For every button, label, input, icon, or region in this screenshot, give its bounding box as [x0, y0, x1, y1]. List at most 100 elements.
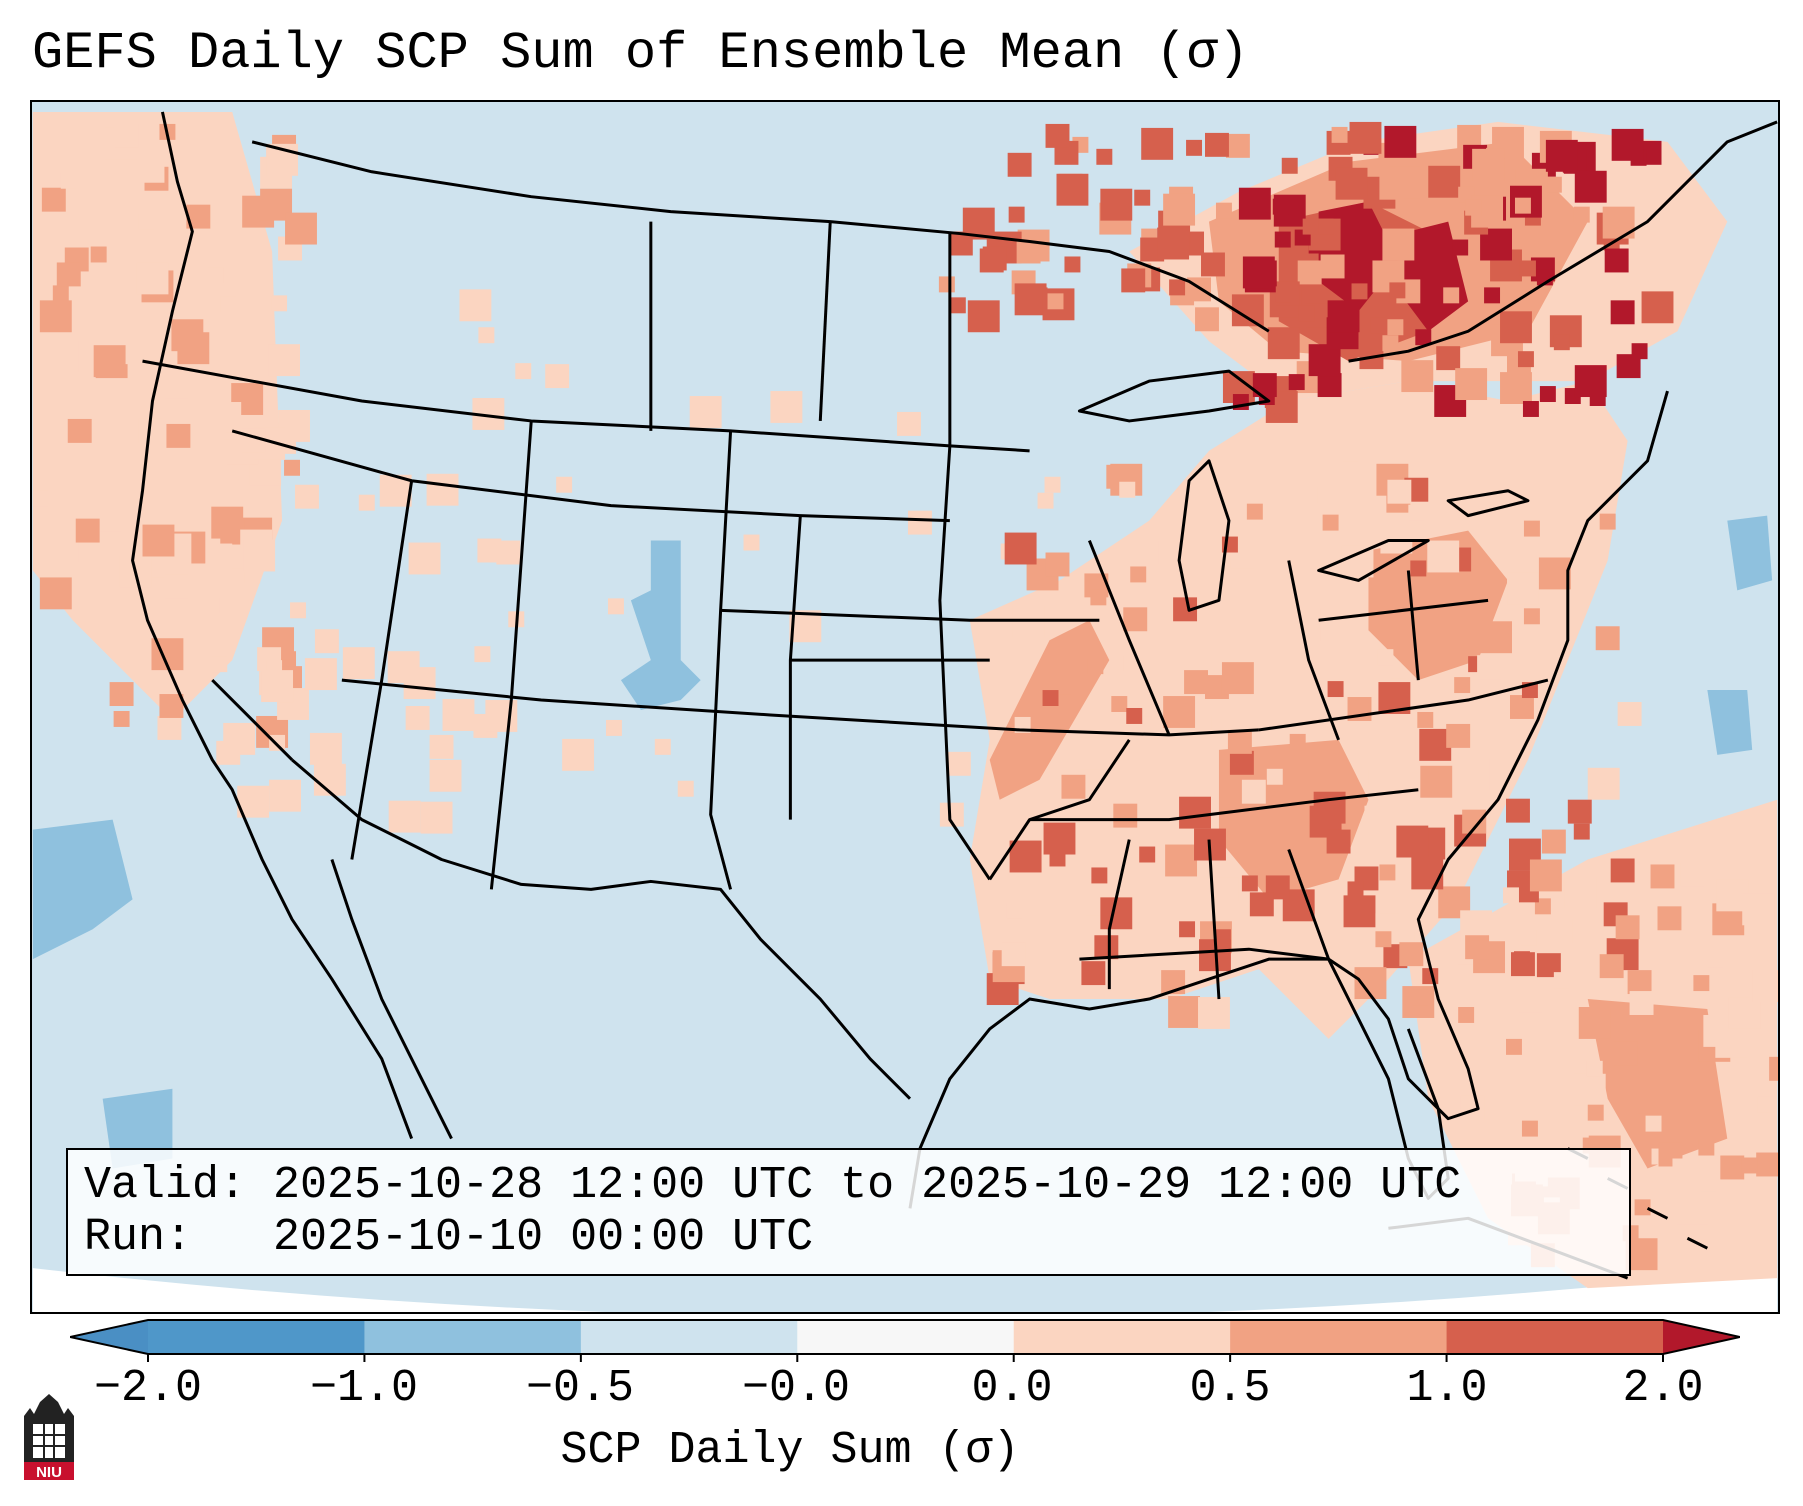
- scp-cell: [1343, 895, 1376, 928]
- canada-max-2: [1398, 221, 1469, 332]
- scp-cell: [1368, 769, 1385, 786]
- scp-cell: [1573, 823, 1590, 840]
- scp-cell: [41, 187, 66, 212]
- scp-cell: [949, 297, 966, 314]
- scp-cell: [46, 340, 79, 373]
- scp-cell: [1462, 809, 1487, 834]
- scp-cell: [1465, 935, 1490, 960]
- scp-cell: [1573, 206, 1590, 223]
- scp-cell: [136, 262, 169, 295]
- scp-cell: [1007, 152, 1032, 177]
- colorbar-extend-low: [70, 1320, 148, 1354]
- scp-cell: [1238, 187, 1271, 220]
- chart-title: GEFS Daily SCP Sum of Ensemble Mean (σ): [32, 24, 1249, 83]
- scp-cell: [268, 344, 300, 377]
- scp-cell: [1769, 1056, 1778, 1081]
- atlantic-negative-patch-2: [1707, 690, 1753, 755]
- scp-cell: [1184, 670, 1208, 695]
- scp-cell: [1111, 696, 1128, 712]
- scp-cell: [243, 539, 276, 572]
- scp-cell: [1047, 293, 1064, 310]
- scp-cell: [770, 391, 803, 423]
- scp-cell: [1179, 921, 1196, 938]
- scp-cell: [1198, 997, 1230, 1029]
- scp-cell: [515, 363, 532, 380]
- scp-cell: [52, 285, 69, 302]
- scp-cell: [39, 300, 72, 333]
- state-line-4: [211, 679, 294, 761]
- scp-cell: [1351, 283, 1368, 300]
- scp-cell: [1298, 305, 1315, 322]
- scp-cell: [1396, 825, 1429, 858]
- scp-cell: [1707, 967, 1724, 984]
- colorbar-bin: [580, 1320, 798, 1354]
- scp-cell: [114, 123, 139, 148]
- scp-cell: [1553, 334, 1570, 351]
- scp-cell: [285, 212, 317, 245]
- scp-cell: [1045, 123, 1070, 148]
- negative-field: [32, 515, 1773, 1169]
- scp-cell: [46, 530, 79, 563]
- scp-cell: [1411, 857, 1444, 890]
- scp-cell: [605, 719, 622, 736]
- scp-cell: [1044, 476, 1061, 493]
- scp-cell: [1281, 157, 1298, 174]
- scp-cell: [1480, 621, 1512, 654]
- state-line-23: [1258, 678, 1549, 732]
- scp-cell: [314, 629, 339, 654]
- state-line-25: [988, 739, 1131, 881]
- scp-cell: [1408, 504, 1425, 521]
- scp-cell: [388, 800, 421, 833]
- scp-cell: [1009, 840, 1042, 873]
- scp-cell: [1452, 239, 1469, 256]
- scp-cell: [545, 364, 570, 389]
- scp-cell: [1657, 906, 1682, 931]
- scp-cell: [1610, 300, 1635, 325]
- scp-cell: [1045, 552, 1070, 577]
- scp-cell: [1417, 711, 1434, 728]
- scp-cell: [309, 732, 342, 765]
- scp-cell: [1119, 481, 1136, 498]
- scp-cell: [1401, 360, 1434, 393]
- scp-cell: [1016, 239, 1041, 264]
- scp-cell: [478, 327, 495, 344]
- scp-cell: [1382, 335, 1399, 352]
- scp-cell: [1506, 1038, 1522, 1055]
- scp-cell: [405, 706, 430, 730]
- scp-cell: [1004, 532, 1037, 565]
- state-line-24: [1079, 947, 1329, 961]
- scp-cell: [1241, 875, 1258, 892]
- scp-cell: [166, 423, 191, 448]
- scp-cell: [1056, 173, 1089, 206]
- scp-cell: [1573, 1073, 1606, 1106]
- scp-cell: [211, 656, 228, 673]
- scp-cell: [1419, 728, 1452, 761]
- scp-cell: [1221, 662, 1254, 695]
- great-lakes-michigan: [1177, 459, 1231, 612]
- scp-cell: [269, 779, 301, 812]
- scp-cell: [1249, 892, 1274, 917]
- scp-cell: [1548, 919, 1573, 944]
- atlantic-negative-patch: [1727, 515, 1773, 591]
- scp-cell: [1599, 954, 1624, 979]
- scp-cells: [32, 121, 1778, 1271]
- scp-cell: [123, 319, 148, 344]
- scp-cell: [113, 710, 130, 727]
- colorbar-bin: [364, 1320, 582, 1354]
- great-lakes-superior: [1077, 369, 1271, 423]
- scp-cell: [1168, 996, 1201, 1028]
- scp-cell: [225, 402, 242, 418]
- scp-cell: [1272, 198, 1289, 215]
- scp-cell: [1266, 768, 1283, 785]
- state-line-6: [489, 420, 533, 890]
- scp-cell: [1517, 351, 1534, 368]
- niu-logo-icon: NIU: [24, 1394, 74, 1481]
- state-line-9: [938, 445, 991, 881]
- pacific-negative-patch: [32, 819, 133, 960]
- scp-cell: [1615, 915, 1640, 940]
- scp-cell: [220, 519, 245, 544]
- scp-cell: [223, 439, 240, 456]
- scp-cell: [1289, 733, 1306, 750]
- scp-cell: [1477, 655, 1502, 680]
- scp-cell: [1567, 799, 1592, 824]
